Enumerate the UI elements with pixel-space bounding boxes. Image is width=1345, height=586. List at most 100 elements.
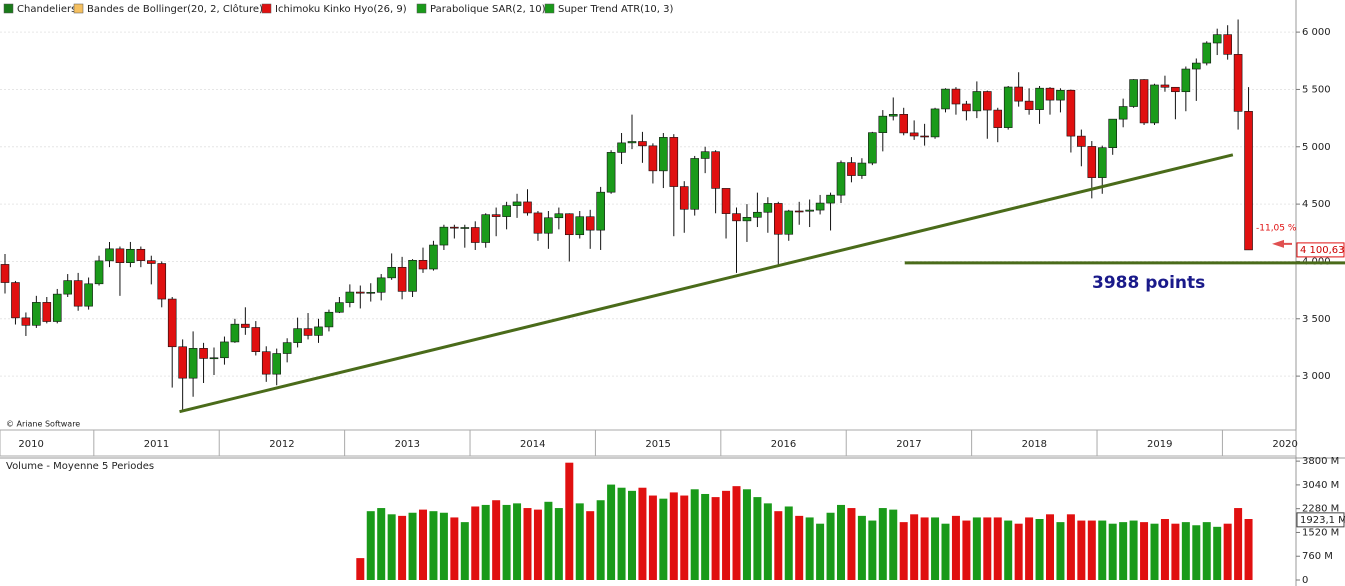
candle-body: [617, 142, 626, 153]
volume-bar: [1171, 523, 1180, 580]
volume-bar: [586, 511, 595, 580]
candle-body: [63, 280, 73, 295]
volume-bar: [1087, 520, 1096, 580]
candle-body: [470, 227, 480, 243]
volume-bar: [617, 487, 626, 580]
candle-body: [941, 88, 950, 110]
y-tick-label: 3 500: [1302, 314, 1331, 325]
candle-body: [439, 226, 449, 246]
candle-body: [690, 158, 700, 210]
volume-bar: [659, 498, 668, 580]
x-tick-label: 2012: [269, 439, 294, 450]
volume-bar: [1160, 519, 1169, 580]
candle-body: [84, 283, 93, 307]
y-tick-label: 5 000: [1302, 142, 1331, 153]
legend-swatch: [3, 3, 14, 14]
candle-body: [272, 353, 282, 375]
candle-body: [1181, 68, 1191, 93]
candle-body: [512, 201, 522, 206]
candle-body: [930, 108, 940, 138]
candle-body: [355, 291, 365, 294]
candle-body: [178, 346, 187, 379]
candle-body: [1087, 146, 1097, 178]
candle-body: [711, 151, 720, 189]
candle-body: [721, 188, 731, 214]
candle-body: [826, 194, 835, 204]
candle-body: [1139, 79, 1149, 124]
x-tick-label: 2010: [18, 439, 43, 450]
candle-body: [1202, 42, 1212, 64]
x-tick-label: 2013: [395, 439, 420, 450]
legend-swatch: [261, 3, 272, 14]
candle-body: [303, 328, 313, 336]
candle-body: [126, 248, 135, 264]
volume-bar: [366, 511, 375, 580]
volume-tick-label: 2280 M: [1302, 504, 1339, 515]
volume-bar: [554, 508, 563, 580]
volume-bar: [722, 490, 731, 580]
candle-body: [136, 248, 146, 261]
legend-label: Parabolique SAR(2, 10): [430, 4, 546, 15]
volume-bar: [1108, 523, 1117, 580]
volume-bar: [993, 517, 1002, 580]
volume-bar: [1004, 520, 1013, 580]
candle-body: [659, 137, 668, 172]
y-tick-label: 5 500: [1302, 84, 1331, 95]
candle-body: [1045, 87, 1055, 101]
volume-bar: [544, 501, 553, 580]
candle-body: [167, 298, 177, 348]
volume-bar: [575, 503, 584, 580]
candle-body: [554, 213, 564, 219]
volume-tick-label: 760 M: [1302, 551, 1333, 562]
y-tick-label: 4 500: [1302, 199, 1331, 210]
volume-bar: [1035, 519, 1044, 580]
volume-bar: [398, 515, 407, 580]
candle-body: [564, 213, 574, 236]
candle-body: [293, 328, 302, 343]
candle-body: [491, 214, 501, 217]
volume-bar: [1098, 520, 1107, 580]
volume-bar: [701, 493, 710, 580]
volume-bar: [429, 511, 438, 580]
candle-body: [1129, 79, 1138, 107]
candle-body: [585, 216, 595, 231]
volume-bar: [1046, 514, 1054, 580]
volume-bar: [816, 523, 825, 580]
legend-label: Super Trend ATR(10, 3): [558, 4, 673, 15]
candle-body: [575, 216, 585, 236]
candle-body: [42, 302, 52, 322]
candle-body: [251, 327, 261, 352]
volume-bar: [1192, 525, 1201, 580]
legend-label: Bandes de Bollinger(20, 2, Clôture): [87, 3, 263, 15]
volume-bar: [847, 508, 856, 580]
y-tick-label: 3 000: [1302, 371, 1331, 382]
trend-line: [179, 153, 1234, 414]
candle-body: [857, 162, 867, 176]
candle-body: [909, 132, 919, 137]
volume-bar: [983, 517, 992, 580]
volume-bar: [951, 515, 960, 580]
volume-bar: [1202, 522, 1211, 580]
candle-body: [1056, 89, 1065, 101]
candle-body: [606, 152, 616, 193]
candle-body: [209, 357, 219, 360]
candle-body: [847, 162, 856, 176]
volume-bar: [1213, 526, 1222, 580]
candle-body: [544, 217, 553, 234]
volume-tag: [1296, 512, 1345, 528]
candle-body: [763, 203, 773, 213]
volume-bar: [962, 520, 971, 580]
candle-body: [105, 248, 114, 262]
volume-bar: [941, 523, 950, 580]
volume-bar: [387, 514, 396, 580]
volume-bar: [1066, 514, 1075, 580]
volume-bar: [648, 495, 657, 580]
candle-body: [261, 351, 271, 375]
candle-body: [1118, 106, 1128, 120]
volume-bar: [931, 517, 940, 580]
x-tick-label: 2014: [520, 439, 545, 450]
candle-body: [1223, 34, 1232, 55]
candle-body: [805, 209, 814, 212]
